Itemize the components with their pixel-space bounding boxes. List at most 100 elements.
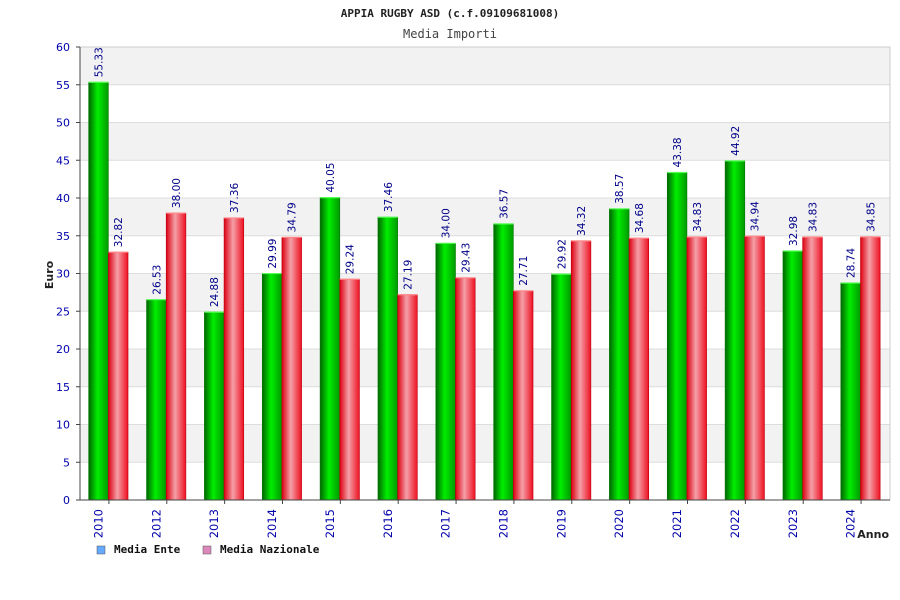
data-label: 26.53 [151, 265, 163, 295]
legend-swatch-media-nazionale [202, 545, 212, 555]
bar-media-nazionale [281, 237, 302, 501]
data-label: 24.88 [209, 277, 221, 307]
grid-band [80, 84, 890, 123]
bar-media-ente [724, 160, 746, 501]
bar-media-nazionale [108, 251, 129, 501]
grid-band [80, 160, 890, 198]
bar-media-ente [261, 273, 283, 501]
x-tick-label: 2010 [92, 509, 106, 538]
data-label: 29.24 [345, 244, 357, 274]
bar-media-nazionale [165, 212, 187, 501]
chart-title: APPIA RUGBY ASD (c.f.09109681008) [341, 7, 560, 20]
bar-media-ente [204, 311, 225, 501]
y-tick-label: 30 [56, 268, 70, 281]
data-label: 29.43 [460, 243, 472, 273]
data-labels: 55.33 32.82 26.53 38.00 24.88 37.36 29.99 34.79… [94, 47, 878, 307]
data-label: 34.83 [692, 202, 704, 232]
data-label: 34.32 [576, 206, 588, 236]
y-tick-label: 10 [56, 419, 70, 432]
grid-band [80, 47, 890, 85]
y-tick-label: 15 [56, 381, 70, 394]
y-axis: 0 5 10 15 20 25 30 35 40 45 50 55 60 [56, 41, 81, 507]
x-tick-label: 2021 [670, 509, 684, 538]
bar-media-nazionale [223, 217, 245, 501]
x-axis: 2010 2012 2013 2014 2015 2016 2017 2018 2019 2020… [80, 499, 890, 538]
data-label: 32.82 [113, 217, 125, 247]
data-label: 44.92 [730, 126, 742, 156]
data-label: 34.85 [865, 202, 877, 232]
data-label: 34.79 [287, 202, 299, 232]
data-label: 37.46 [383, 182, 395, 212]
x-tick-label: 2015 [323, 509, 337, 538]
data-label: 27.19 [402, 260, 414, 290]
bar-media-nazionale [513, 290, 534, 501]
data-label: 32.98 [788, 216, 800, 246]
bar-media-nazionale [744, 235, 765, 501]
data-label: 55.33 [94, 47, 106, 77]
data-label: 27.71 [518, 256, 530, 286]
x-tick-label: 2014 [265, 509, 279, 538]
data-label: 38.00 [171, 178, 183, 208]
data-label: 34.68 [634, 203, 646, 233]
grid-band [80, 349, 890, 387]
grid-band [80, 424, 890, 463]
x-tick-label: 2013 [207, 509, 221, 538]
data-label: 29.92 [556, 239, 568, 269]
legend-label-media-ente: Media Ente [114, 543, 181, 556]
x-tick-label: 2012 [149, 509, 163, 538]
x-tick-label: 2022 [728, 509, 742, 538]
bar-media-nazionale [397, 294, 418, 501]
bar-media-ente [840, 282, 861, 501]
y-tick-label: 50 [56, 117, 70, 130]
grid-band [80, 462, 890, 500]
data-label: 34.94 [750, 201, 762, 231]
grid-band [80, 198, 890, 236]
plot-background [79, 46, 891, 501]
legend: Media Ente Media Nazionale [96, 543, 320, 556]
x-tick-label: 2024 [844, 509, 858, 538]
x-tick-label: 2023 [786, 509, 800, 538]
y-tick-label: 25 [56, 305, 70, 318]
legend-label-media-nazionale: Media Nazionale [220, 543, 320, 556]
y-tick-label: 35 [56, 230, 70, 243]
data-label: 40.05 [325, 163, 337, 193]
grid-band [80, 273, 890, 312]
bar-media-ente [435, 243, 456, 501]
data-label: 43.38 [672, 137, 684, 167]
bar-media-ente [88, 81, 109, 501]
bar-media-ente [319, 197, 341, 501]
bar-media-nazionale [570, 240, 592, 501]
bar-media-ente [666, 172, 688, 501]
data-label: 37.36 [229, 183, 241, 213]
y-tick-label: 45 [56, 154, 70, 167]
bar-media-nazionale [339, 278, 360, 501]
bar-media-ente [782, 250, 803, 501]
bar-media-ente [609, 208, 630, 501]
data-label: 36.57 [499, 189, 511, 219]
bar-media-ente [493, 223, 514, 501]
bar-media-nazionale [802, 236, 823, 501]
y-tick-label: 5 [63, 456, 70, 469]
data-label: 28.74 [846, 248, 858, 278]
y-tick-label: 40 [56, 192, 70, 205]
x-tick-label: 2019 [554, 509, 568, 538]
bar-media-ente [146, 299, 167, 501]
y-tick-label: 0 [63, 494, 70, 507]
y-tick-label: 60 [56, 41, 70, 54]
x-tick-label: 2018 [497, 509, 511, 538]
chart-subtitle: Media Importi [403, 27, 497, 41]
bar-media-nazionale [860, 236, 881, 501]
bar-media-nazionale [686, 236, 707, 501]
x-axis-label: Anno [857, 528, 889, 541]
data-label: 34.83 [807, 202, 819, 232]
data-label: 38.57 [614, 174, 626, 204]
x-tick-label: 2020 [612, 509, 626, 538]
data-label: 29.99 [267, 239, 279, 269]
grid-band [80, 386, 890, 425]
legend-swatch-media-ente [96, 545, 106, 555]
grid-band [80, 235, 890, 274]
y-axis-label: Euro [43, 260, 56, 289]
y-tick-label: 55 [56, 79, 70, 92]
bar-media-ente [551, 273, 572, 501]
